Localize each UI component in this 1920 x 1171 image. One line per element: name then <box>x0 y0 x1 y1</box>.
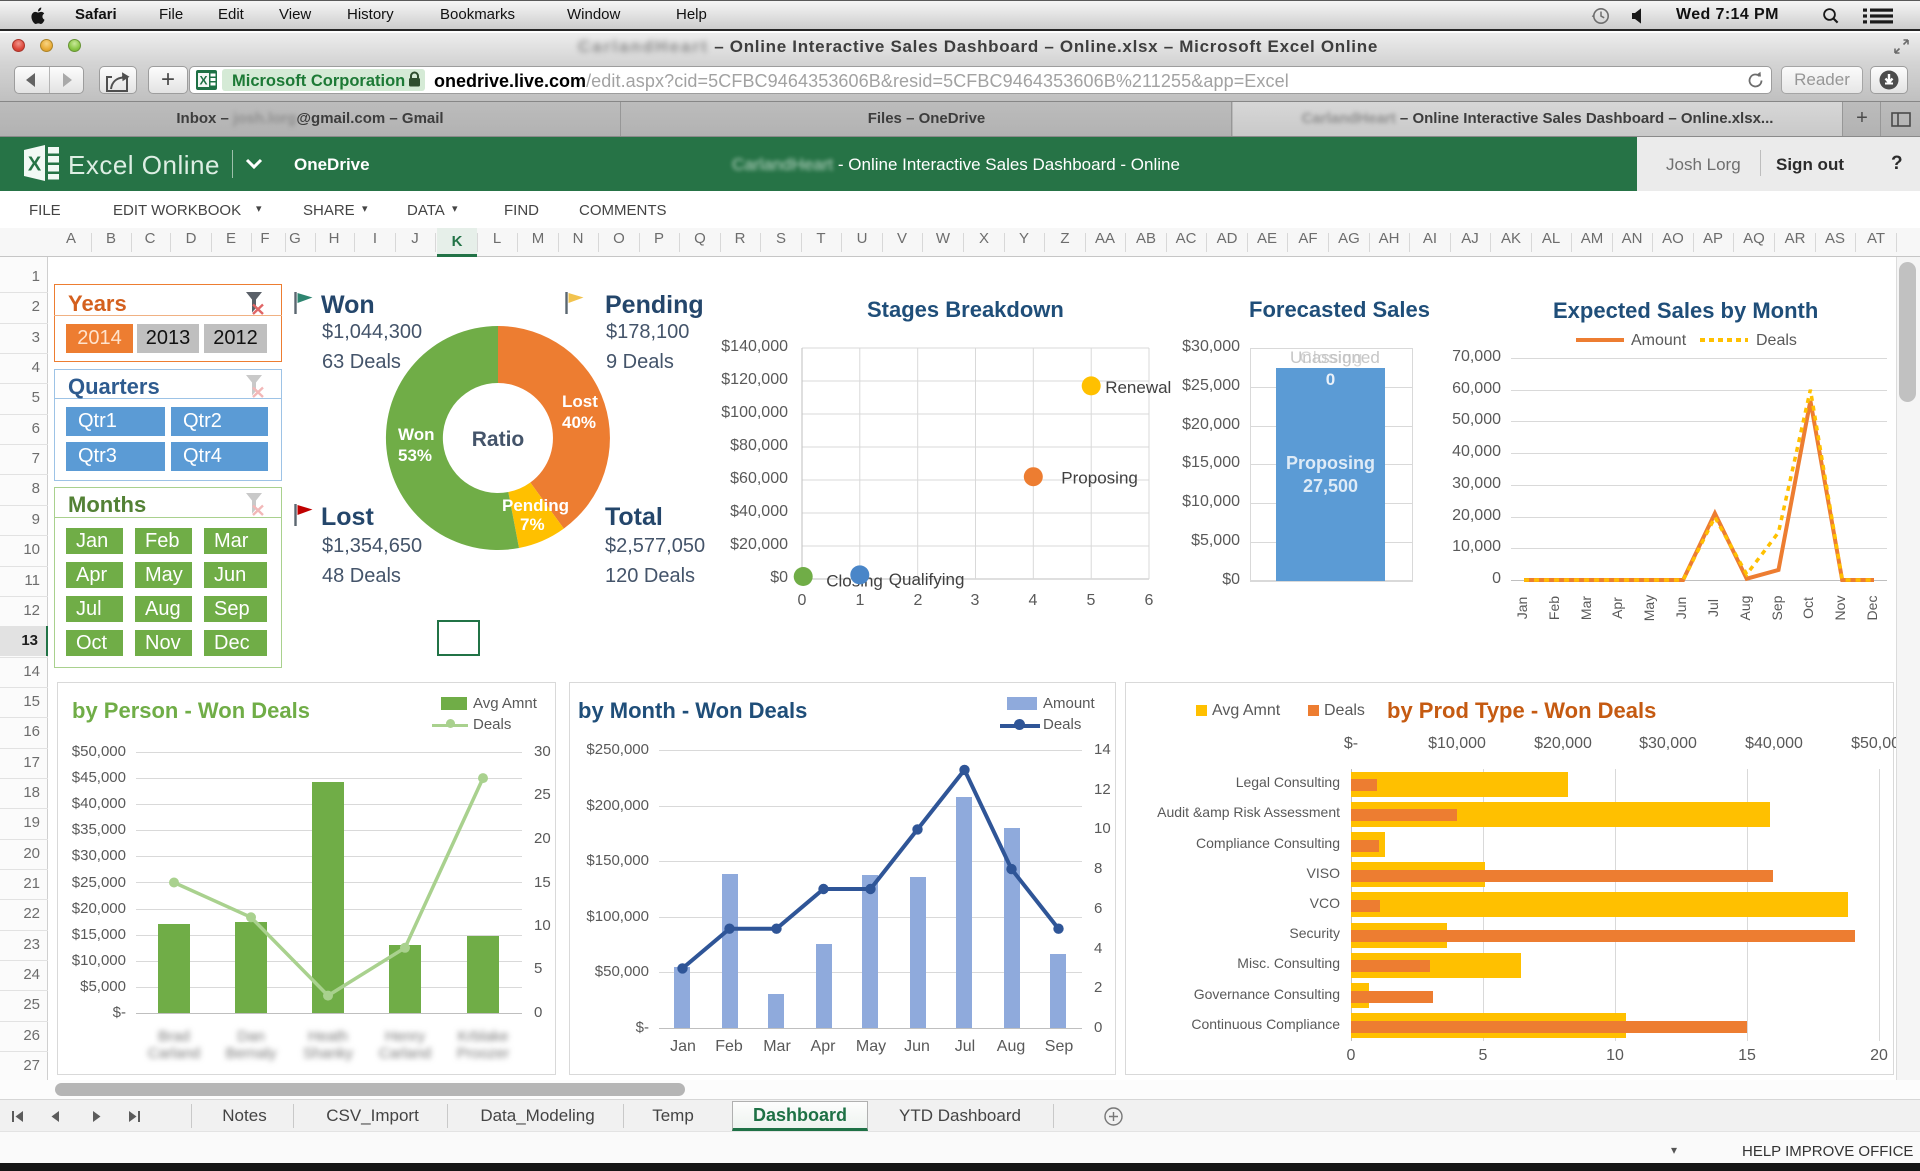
svg-text:Renewal: Renewal <box>1105 378 1171 397</box>
svg-text:Qualifying: Qualifying <box>889 570 965 589</box>
svg-text:Proposing: Proposing <box>1061 469 1138 488</box>
svg-text:X: X <box>199 74 207 88</box>
svg-text:X: X <box>28 154 42 176</box>
